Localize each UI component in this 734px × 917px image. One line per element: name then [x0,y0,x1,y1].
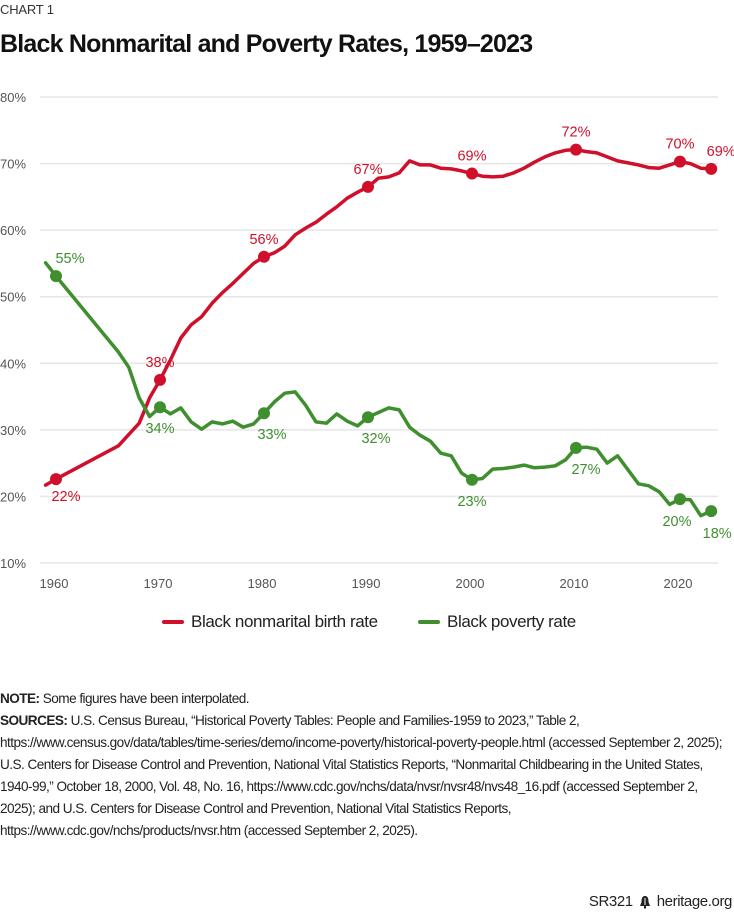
legend-item-nonmarital: Black nonmarital birth rate [162,612,378,632]
data-label: 22% [51,489,80,505]
data-point-marker [154,373,166,386]
legend-label: Black poverty rate [447,612,576,631]
data-point-marker [705,162,718,175]
note-label: NOTE: [0,691,40,706]
data-point-marker [154,401,166,414]
series-lines [43,147,713,518]
data-label: 32% [361,431,390,447]
data-point-marker [674,155,686,168]
liberty-bell-icon [639,895,650,908]
data-label: 72% [561,125,590,141]
data-point-marker [674,493,686,506]
data-point-marker [258,407,270,420]
y-tick-label: 70% [0,157,26,172]
data-point-marker [705,505,718,518]
x-tick-label: 2020 [664,576,693,591]
x-tick-label: 1980 [248,576,277,591]
data-label: 38% [145,355,174,371]
y-tick-label: 10% [0,556,26,571]
series-line-nonmarital [43,147,713,487]
data-label: 34% [145,421,174,437]
note-text: Some figures have been interpolated. [42,691,250,706]
x-tick-label: 2010 [560,576,589,591]
y-tick-label: 60% [0,223,26,238]
report-id: SR321 [588,893,633,910]
data-label: 69% [707,144,734,160]
y-tick-label: 40% [0,356,26,371]
note: NOTE: Some figures have been interpolate… [0,688,732,710]
legend-label: Black nonmarital birth rate [191,612,378,631]
sources: SOURCES: U.S. Census Bureau, “Historical… [0,710,732,842]
y-tick-label: 50% [0,290,26,305]
legend-item-poverty: Black poverty rate [418,612,576,632]
data-label: 23% [457,494,486,510]
data-point-marker [50,270,62,283]
x-tick-label: 1970 [144,576,173,591]
data-label: 33% [257,427,286,443]
sources-text: U.S. Census Bureau, “Historical Poverty … [0,713,723,838]
x-tick-label: 1990 [352,576,381,591]
data-label: 18% [703,526,732,542]
data-point-marker [362,180,374,193]
data-label: 27% [571,462,600,478]
data-point-marker [362,411,374,424]
data-label: 69% [457,149,486,165]
data-labels: 22% 38% 56% 67% 69% 72% 70% 69% 55% 34% 33% 32% 23% 2… [51,125,734,542]
x-axis-labels: 1960 1970 1980 1990 2000 2010 2020 [40,576,693,591]
data-point-marker [50,473,62,486]
x-tick-label: 1960 [40,576,69,591]
data-label: 20% [662,514,691,530]
chart-kicker: CHART 1 [0,2,54,17]
y-tick-label: 20% [0,489,26,504]
y-axis-labels: 10% 20% 30% 40% 50% 60% 70% 80% [0,90,26,571]
data-label: 70% [665,137,694,153]
legend-swatch-nonmarital [162,620,184,624]
series-line-poverty [43,261,713,518]
x-tick-label: 2000 [456,576,485,591]
notes-block: NOTE: Some figures have been interpolate… [0,688,732,842]
legend-swatch-poverty [418,620,440,624]
y-tick-label: 30% [0,423,26,438]
footer: SR321 heritage.org [588,893,733,910]
data-point-marker [570,441,582,454]
data-label: 56% [249,232,278,248]
gridlines [40,96,718,564]
sources-label: SOURCES: [0,713,68,728]
data-markers [50,143,718,518]
data-point-marker [258,250,270,263]
data-label: 67% [353,162,382,178]
site-name: heritage.org [656,893,733,910]
data-label: 55% [55,251,84,267]
y-tick-label: 80% [0,90,26,105]
chart-title: Black Nonmarital and Poverty Rates, 1959… [0,30,533,58]
data-point-marker [570,143,582,156]
line-chart: 10% 20% 30% 40% 50% 60% 70% 80% 1960 1970 1980 199… [0,90,734,591]
legend: Black nonmarital birth rate Black povert… [0,612,734,636]
data-point-marker [466,167,478,180]
data-point-marker [466,473,478,486]
